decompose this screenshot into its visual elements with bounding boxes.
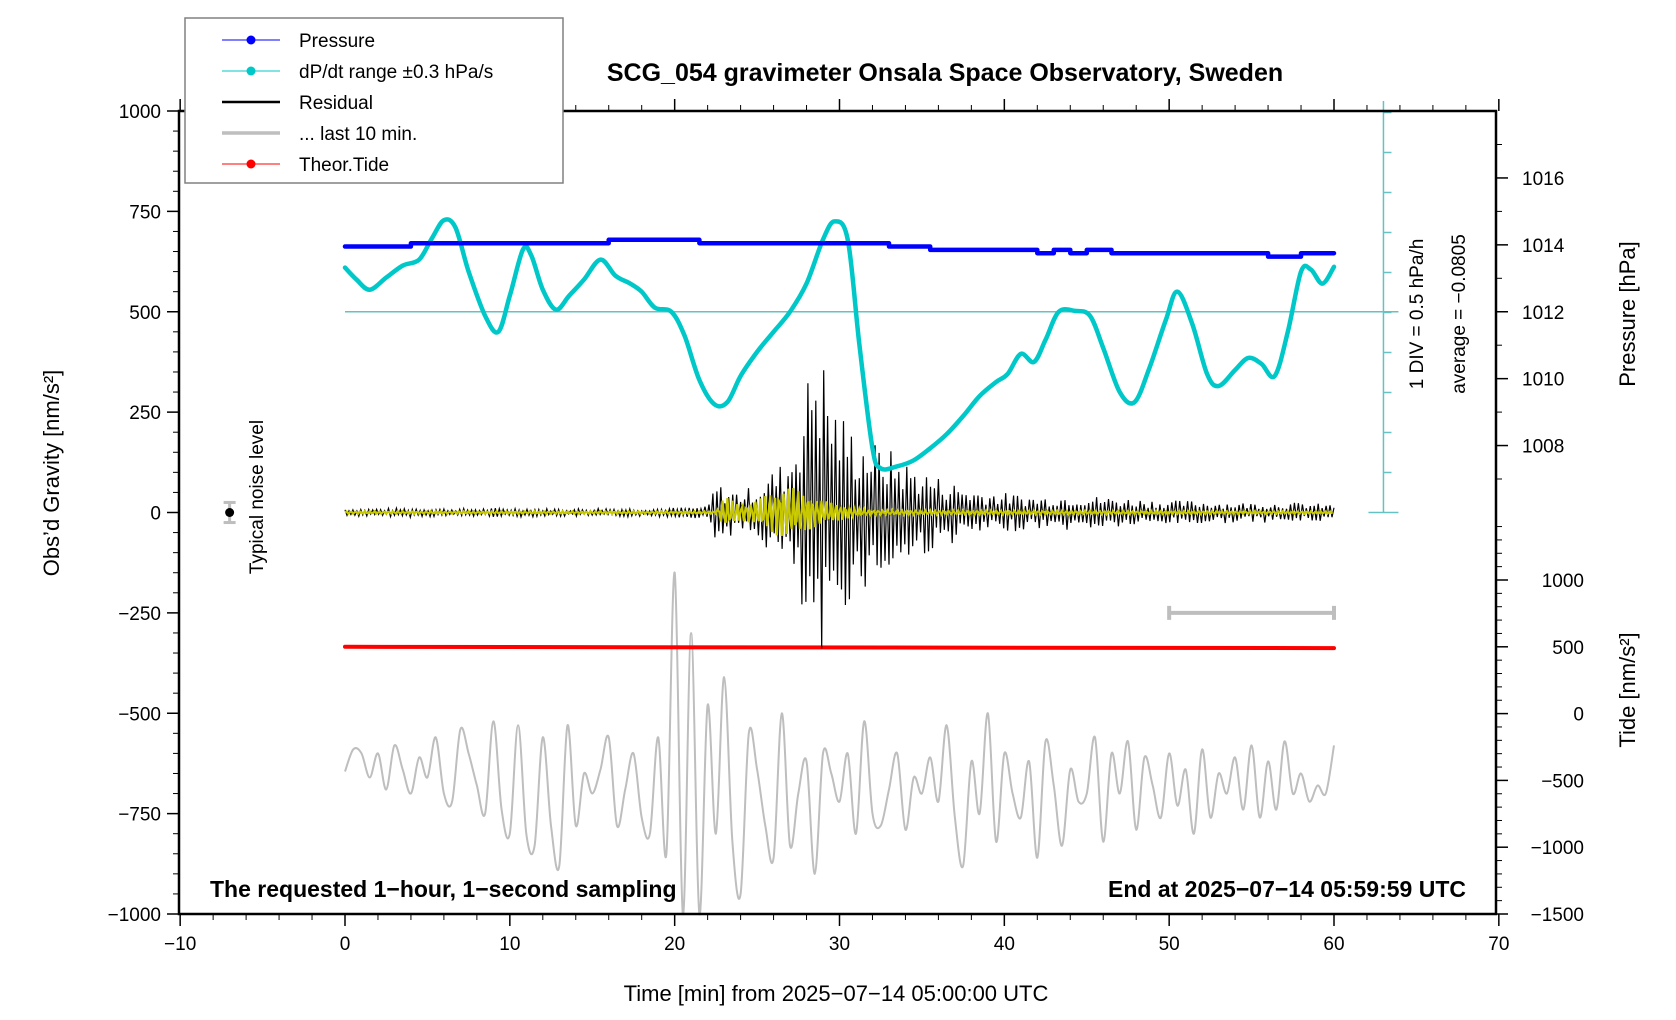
legend-label: Residual [299,93,373,114]
legend-label: dP/dt range ±0.3 hPa/s [299,62,493,83]
series-filtered [344,488,1334,536]
axes-layer: −10 0 10 20 30 40 50 60 70 1000 750 500 250 0 −250 −500… [108,99,1584,955]
x-tick-label: 70 [1488,934,1509,955]
tide-tick-label: −1500 [1531,905,1584,926]
legend-label: Pressure [299,31,375,52]
legend: Pressure dP/dt range ±0.3 hPa/s Residual..… [184,17,564,184]
y-tick-label: −250 [118,604,161,625]
tide-tick-label: 1000 [1542,571,1584,592]
series-dpdt [342,217,1337,472]
series-last-10-min [344,571,1335,916]
plot-layer [223,101,1399,916]
x-tick-label: 30 [829,934,850,955]
dpdt-div-label: 1 DIV = 0.5 hPa/h [1407,239,1428,390]
legend-marker [246,159,256,169]
tide-axis-title: Tide [nm/s²] [1615,632,1640,747]
series-theor-tide [343,644,1336,651]
legend-box [184,17,564,184]
tide-tick-label: 500 [1552,638,1584,659]
tide-tick-label: −500 [1541,771,1584,792]
x-tick-label: 40 [994,934,1015,955]
y-axis-title: Obs’d Gravity [nm/s²] [39,370,64,577]
x-tick-label: 20 [664,934,685,955]
legend-marker [246,66,256,76]
legend-marker [246,35,256,45]
pressure-axis-title: Pressure [hPa] [1615,241,1640,387]
pressure-tick-label: 1014 [1522,236,1565,257]
x-tick-label: 10 [499,934,520,955]
pressure-tick-label: 1008 [1522,437,1564,458]
pressure-tick-label: 1010 [1522,370,1564,391]
x-axis-title: Time [min] from 2025−07−14 05:00:00 UTC [624,981,1049,1006]
tide-tick-label: 0 [1573,705,1584,726]
sampling-note: The requested 1−hour, 1−second sampling [210,876,677,902]
y-tick-label: −500 [118,704,161,725]
y-tick-label: −750 [118,805,161,826]
tide-tick-label: −1000 [1531,838,1584,859]
y-tick-label: 750 [129,202,161,223]
dpdt-average-label: average = −0.0805 [1449,234,1470,394]
noise-point [225,508,235,517]
noise-level-label: Typical noise level [247,420,268,574]
pressure-tick-label: 1016 [1522,169,1564,190]
x-tick-label: 50 [1159,934,1180,955]
series-pressure [342,237,1337,259]
y-tick-label: 250 [129,403,161,424]
pressure-tick-label: 1012 [1522,303,1564,324]
y-tick-label: −1000 [108,905,161,926]
end-time-note: End at 2025−07−14 05:59:59 UTC [1108,876,1466,902]
y-tick-label: 500 [129,303,161,324]
x-tick-label: −10 [164,934,196,955]
chart-title: SCG_054 gravimeter Onsala Space Observat… [607,59,1283,87]
y-tick-label: 1000 [119,102,161,123]
legend-label: Theor.Tide [299,155,389,176]
x-tick-label: 0 [340,934,351,955]
legend-label: ... last 10 min. [299,124,417,145]
y-tick-label: 0 [150,504,161,525]
x-tick-label: 60 [1323,934,1344,955]
